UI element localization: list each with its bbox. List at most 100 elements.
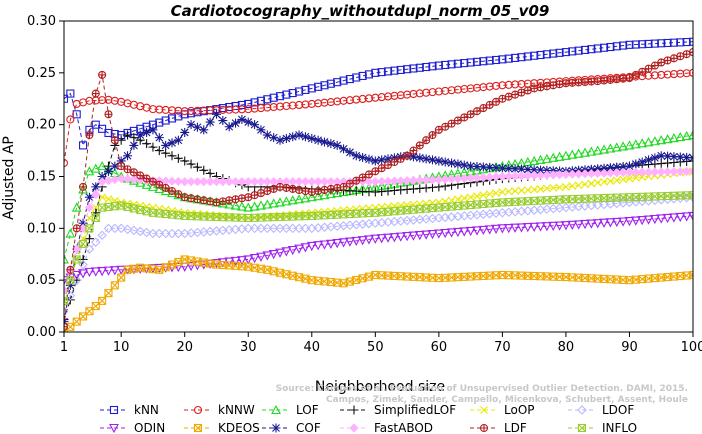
point-cof	[523, 164, 533, 174]
point-lof	[548, 152, 559, 162]
point-odin	[535, 222, 546, 232]
point-odin	[103, 266, 114, 276]
point-odin	[344, 237, 355, 247]
point-knn	[561, 48, 570, 57]
point-knn	[167, 114, 177, 123]
point-knnw	[498, 81, 507, 90]
point-knn	[593, 44, 602, 53]
point-knnw	[307, 99, 316, 108]
point-cof	[383, 154, 393, 164]
point-fastabod	[574, 169, 584, 179]
point-fastabod	[103, 176, 114, 186]
point-inflo	[85, 224, 94, 233]
point-fastabod	[669, 167, 679, 177]
point-cof	[510, 164, 520, 174]
point-cof	[173, 135, 183, 145]
point-cof	[161, 140, 171, 150]
point-fastabod	[516, 171, 527, 181]
point-fastabod	[504, 171, 514, 181]
point-ldf	[485, 100, 494, 110]
point-knn	[625, 40, 634, 49]
point-knn	[682, 37, 691, 47]
point-fastabod	[129, 174, 139, 184]
point-fastabod	[675, 166, 685, 177]
point-odin	[554, 221, 565, 231]
point-knnw	[64, 158, 69, 168]
point-fastabod	[218, 177, 228, 187]
point-fastabod	[612, 168, 622, 178]
point-fastabod	[478, 172, 488, 182]
point-cof	[504, 164, 514, 174]
x-tick-label: 60	[431, 340, 448, 355]
point-odin	[421, 230, 432, 240]
point-ldf	[129, 168, 138, 177]
point-odin	[541, 222, 552, 232]
point-ldf	[358, 173, 367, 182]
point-knn	[612, 42, 621, 51]
point-knn	[663, 38, 672, 48]
point-odin	[395, 232, 406, 242]
point-cof	[408, 152, 418, 162]
point-ldof	[167, 228, 177, 239]
point-loop	[549, 184, 558, 192]
point-ldf	[377, 164, 386, 173]
legend-label: kNNW	[218, 403, 255, 417]
point-knn	[453, 59, 462, 68]
point-knn	[434, 61, 443, 70]
point-odin	[662, 213, 673, 224]
legend-item-inflo: INFLO	[568, 421, 637, 434]
point-knn	[231, 101, 240, 111]
point-fastabod	[300, 177, 311, 187]
point-lof	[306, 192, 317, 202]
point-odin	[319, 240, 330, 250]
point-lof	[64, 254, 69, 264]
point-lof	[649, 136, 660, 146]
point-odin	[275, 248, 285, 258]
point-simplifiedlof	[180, 156, 190, 166]
point-lof	[275, 197, 285, 207]
point-fastabod	[446, 174, 457, 184]
point-loop	[492, 189, 500, 197]
point-lof	[637, 138, 648, 148]
point-knnw	[358, 94, 367, 104]
point-knnw	[453, 85, 462, 94]
point-lof	[84, 166, 95, 176]
point-kdeos	[117, 273, 126, 282]
point-knn	[638, 40, 647, 49]
point-odin	[402, 232, 413, 242]
point-knn	[485, 56, 494, 65]
point-odin	[332, 239, 343, 249]
point-knn	[422, 62, 431, 72]
point-cof	[237, 114, 247, 124]
point-cof	[65, 280, 75, 290]
y-axis-label: Adjusted AP	[1, 136, 17, 220]
point-loop	[517, 186, 526, 195]
point-knnw	[466, 84, 475, 93]
point-knnw	[669, 70, 678, 79]
point-odin	[173, 262, 184, 273]
point-cof	[459, 160, 469, 170]
point-fastabod	[593, 168, 603, 178]
point-cof	[148, 125, 158, 135]
point-knn	[364, 70, 374, 79]
point-simplifiedlof	[167, 151, 177, 161]
point-knnw	[269, 102, 278, 112]
point-cof	[644, 155, 654, 165]
point-odin	[351, 236, 362, 247]
point-odin	[510, 223, 521, 233]
point-ldf	[403, 151, 412, 160]
point-knn	[542, 50, 551, 59]
point-knn	[479, 57, 488, 66]
point-odin	[605, 218, 616, 228]
y-axis: 0.00 0.05 0.10 0.15 0.20 0.25 0.30	[27, 14, 64, 340]
point-knnw	[472, 83, 482, 92]
point-cof	[377, 155, 387, 165]
point-odin	[97, 266, 108, 277]
legend-item-knnw: kNNW	[184, 403, 255, 417]
point-odin	[497, 224, 508, 234]
point-ldf	[98, 70, 107, 79]
point-knn	[536, 50, 545, 60]
legend-item-loop: LoOP	[470, 403, 535, 417]
point-knn	[580, 45, 590, 54]
point-cof	[599, 163, 609, 173]
